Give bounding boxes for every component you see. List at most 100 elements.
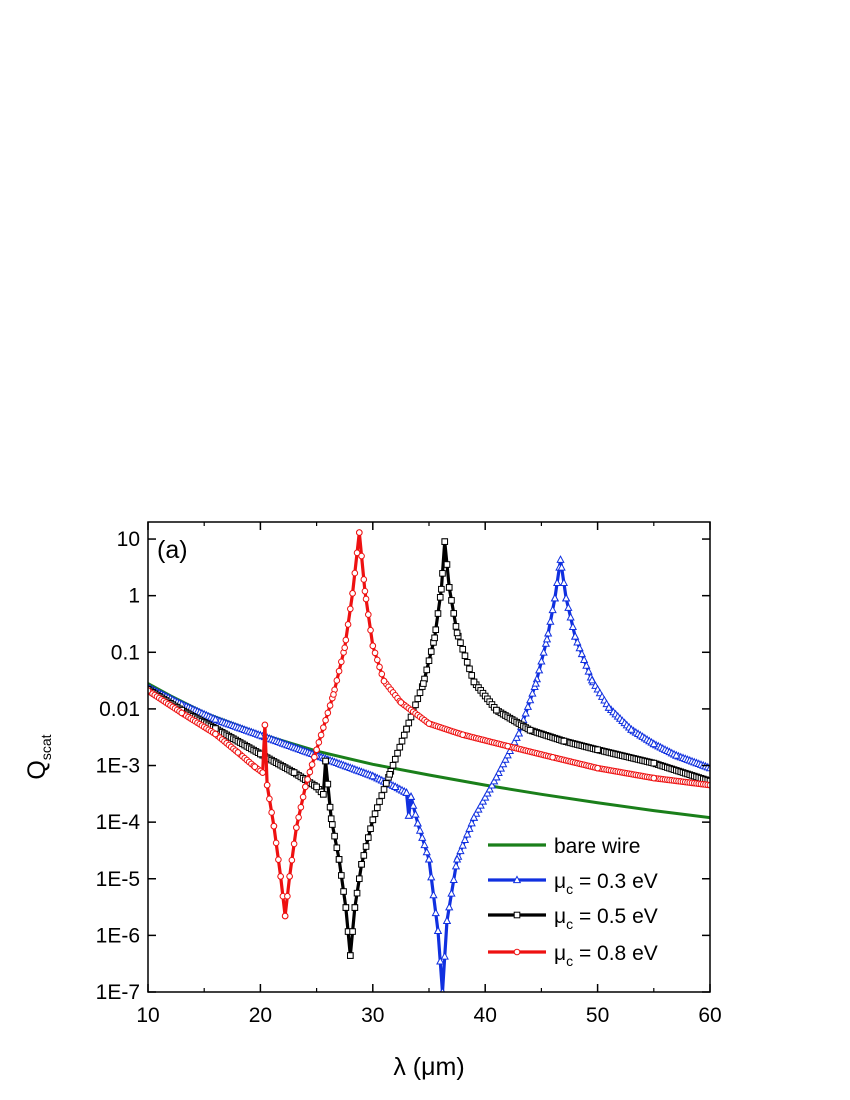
data-point	[672, 750, 681, 759]
data-point	[546, 617, 555, 625]
legend-label: μc = 0.8 eV	[554, 942, 658, 969]
data-point	[322, 716, 329, 724]
data-point	[493, 706, 500, 714]
data-point	[272, 839, 280, 847]
data-point	[324, 780, 332, 788]
data-point	[356, 529, 363, 536]
data-point	[539, 647, 548, 656]
data-point	[342, 636, 350, 644]
data-point	[548, 605, 557, 614]
data-point	[451, 861, 461, 870]
data-point	[584, 666, 593, 675]
data-point	[358, 552, 365, 560]
data-point	[275, 856, 282, 863]
data-point	[549, 753, 556, 761]
data-point	[445, 584, 453, 591]
x-tick-label: 20	[249, 1004, 272, 1027]
data-point	[438, 585, 445, 593]
data-point	[261, 721, 269, 729]
data-point	[376, 798, 383, 805]
legend-marker	[513, 948, 521, 956]
data-point	[270, 822, 278, 830]
data-point	[431, 634, 438, 642]
data-point	[396, 743, 404, 751]
data-point	[470, 678, 478, 686]
data-point	[409, 801, 418, 809]
data-point	[333, 844, 341, 852]
data-point	[416, 689, 424, 696]
data-point	[460, 835, 470, 844]
data-point	[531, 678, 540, 687]
data-point	[373, 656, 381, 664]
data-point	[650, 774, 658, 782]
data-point	[315, 739, 323, 746]
data-point	[481, 792, 490, 801]
data-point	[277, 873, 284, 880]
data-point	[487, 780, 497, 789]
data-point	[706, 777, 710, 785]
data-point	[342, 904, 350, 911]
data-point	[400, 731, 408, 739]
data-point	[594, 746, 601, 754]
data-point	[234, 749, 242, 756]
data-point	[478, 796, 488, 805]
data-point	[436, 956, 445, 965]
data-point	[288, 856, 296, 864]
data-point	[418, 833, 427, 841]
data-point	[380, 677, 388, 685]
data-point	[542, 634, 552, 643]
data-point	[371, 810, 379, 818]
data-point	[335, 667, 343, 675]
x-tick-label: 30	[361, 1004, 384, 1027]
data-point	[406, 792, 416, 800]
data-point	[349, 590, 356, 597]
data-point	[627, 724, 636, 733]
x-tick-label: 40	[474, 1004, 497, 1027]
data-point	[427, 872, 436, 881]
data-point	[353, 889, 361, 897]
data-point	[353, 549, 361, 557]
data-point	[420, 840, 429, 849]
data-point	[338, 658, 345, 666]
data-point	[349, 928, 356, 935]
series-3	[148, 529, 710, 920]
x-axis-title: λ (μm)	[393, 1053, 464, 1081]
data-point	[313, 746, 320, 754]
data-point	[371, 649, 379, 657]
y-tick-label: 1E-6	[96, 924, 140, 947]
axes-layer: 10 20 30 40 50 60 1E-7 1E-6 1E-5 1E-4 1E-3 0.01 0.1 1…	[96, 522, 722, 1027]
data-point	[573, 637, 582, 646]
data-point	[467, 818, 476, 827]
data-point	[351, 569, 359, 577]
data-point	[268, 809, 275, 816]
data-point	[340, 888, 347, 895]
data-point	[308, 761, 316, 768]
data-point	[422, 847, 431, 856]
data-point	[259, 769, 266, 776]
series-2	[148, 538, 710, 959]
data-point	[330, 691, 337, 698]
series-layer	[148, 529, 710, 992]
data-point	[427, 648, 435, 655]
data-point	[306, 768, 314, 776]
data-point	[556, 555, 565, 563]
data-point	[299, 793, 307, 801]
y-tick-label: 1E-3	[96, 755, 140, 778]
data-point	[313, 783, 320, 791]
data-point	[373, 804, 381, 811]
legend-marker	[513, 911, 521, 919]
data-point	[347, 605, 354, 613]
data-point	[398, 737, 406, 745]
data-point	[432, 626, 440, 634]
legend-item: bare wire	[488, 835, 640, 858]
data-point	[582, 661, 591, 669]
data-point	[490, 776, 499, 785]
data-point	[362, 843, 370, 850]
data-point	[459, 731, 467, 739]
data-point	[459, 645, 467, 653]
y-tick-label: 0.01	[99, 698, 140, 721]
y-tick-label: 1E-4	[96, 811, 141, 834]
data-point	[290, 769, 298, 776]
data-point	[376, 663, 383, 671]
